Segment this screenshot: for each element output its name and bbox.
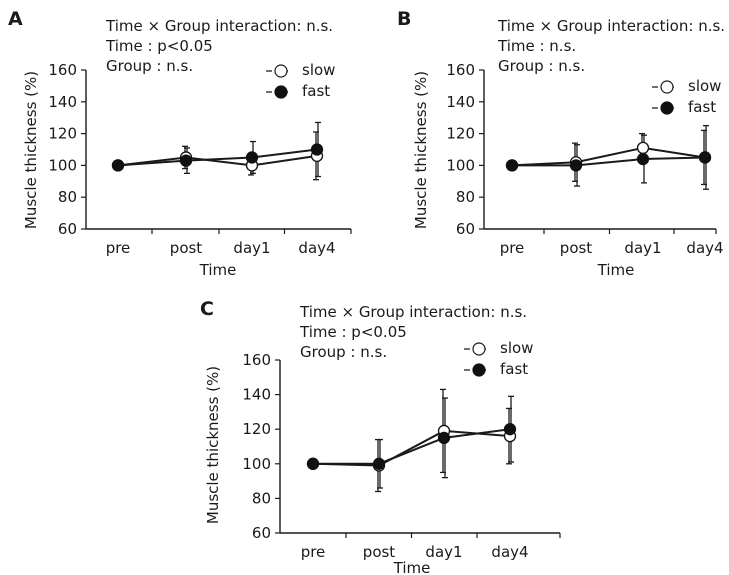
panel-c: C Time × Group interaction: n.s. Time : …: [190, 290, 570, 575]
data-point-fast: [503, 423, 517, 436]
series-line: [313, 428, 511, 465]
x-tick-label: pre: [106, 239, 131, 257]
panel-b: B Time × Group interaction: n.s. Time : …: [364, 0, 729, 290]
series-slow: [117, 131, 319, 181]
stat-interaction: Time × Group interaction: n.s.: [300, 303, 528, 321]
panel-letter: C: [200, 298, 214, 320]
panel-letter: A: [8, 8, 23, 30]
series-line: [512, 156, 706, 167]
legend-item-fast: fast: [464, 359, 533, 380]
y-tick-label: 100: [446, 156, 475, 174]
x-tick-label: pre: [500, 239, 525, 257]
legend-label-slow: slow: [500, 339, 534, 357]
y-tick-label: 140: [446, 93, 475, 111]
x-tick-label: post: [363, 543, 396, 561]
legend-label-fast: fast: [500, 360, 529, 378]
x-tick-label: day1: [624, 239, 661, 257]
stat-time: Time : p<0.05: [300, 323, 407, 341]
filled-circle-icon: [464, 362, 494, 377]
series-line: [117, 148, 318, 167]
stat-time: Time : p<0.05: [106, 37, 213, 55]
data-point-fast: [306, 457, 320, 470]
chart-plot: 60 80 100 120 140 160 pre post day1 day4 Muscle th…: [22, 61, 352, 279]
data-point-fast: [179, 154, 193, 167]
data-point-fast: [310, 143, 324, 156]
y-tick-label: 80: [58, 188, 77, 206]
x-axis-label: Time: [393, 559, 431, 575]
series-fast: [512, 125, 709, 190]
x-tick-label: day4: [298, 239, 335, 257]
y-axis-label: Muscle thickness (%): [412, 71, 430, 229]
chart-plot: 60 80 100 120 140 160 pre post day1 day4 Muscle th…: [412, 61, 724, 279]
open-circle-icon: [652, 79, 682, 94]
x-axis-label: Time: [597, 261, 635, 279]
series-line: [312, 429, 511, 467]
data-point-fast: [372, 457, 386, 470]
data-point-fast: [505, 159, 519, 172]
stat-group: Group : n.s.: [300, 343, 388, 361]
legend-item-fast: fast: [652, 97, 721, 118]
series-fast: [117, 121, 321, 178]
legend-label-slow: slow: [302, 61, 336, 79]
y-axis-label: Muscle thickness (%): [22, 71, 40, 229]
legend: slow fast: [652, 76, 721, 118]
data-point-fast: [437, 431, 451, 445]
series-slow: [312, 388, 512, 493]
y-tick-label: 160: [242, 351, 271, 369]
legend-item-slow: slow: [266, 60, 335, 81]
legend-item-slow: slow: [652, 76, 721, 97]
legend-item-slow: slow: [464, 338, 533, 359]
y-tick-label: 160: [446, 61, 475, 79]
y-axis-label: Muscle thickness (%): [204, 366, 222, 524]
stat-time: Time : n.s.: [498, 37, 577, 55]
data-point-fast: [698, 151, 712, 164]
y-tick-label: 60: [252, 524, 271, 542]
x-tick-label: day4: [686, 239, 723, 257]
data-point-fast: [111, 159, 125, 172]
panel-a: A Time × Group interaction: n.s. Time : …: [0, 0, 365, 290]
chart-plot: 60 80 100 120 140 160 pre post day1 day4 Muscle th…: [204, 351, 561, 575]
x-tick-label: pre: [301, 543, 326, 561]
y-tick-label: 100: [48, 156, 77, 174]
stat-group: Group : n.s.: [106, 57, 194, 75]
y-tick-label: 60: [456, 220, 475, 238]
panel-letter: B: [397, 8, 412, 30]
series-line: [511, 146, 706, 167]
series-fast: [313, 395, 514, 489]
y-tick-label: 120: [242, 420, 271, 438]
legend-label-slow: slow: [688, 77, 722, 95]
open-circle-icon: [266, 63, 296, 78]
y-tick-label: 120: [446, 125, 475, 143]
filled-circle-icon: [652, 100, 682, 115]
data-point-fast: [245, 151, 259, 164]
x-tick-label: day4: [491, 543, 528, 561]
stat-group: Group : n.s.: [498, 57, 586, 75]
data-point-fast: [569, 159, 583, 172]
stat-interaction: Time × Group interaction: n.s.: [106, 17, 334, 35]
x-axis-label: Time: [199, 261, 237, 279]
open-circle-icon: [464, 341, 494, 356]
series-line: [117, 154, 318, 167]
x-tick-label: post: [170, 239, 203, 257]
x-tick-label: day1: [425, 543, 462, 561]
y-tick-label: 160: [48, 61, 77, 79]
y-tick-label: 140: [242, 386, 271, 404]
y-tick-label: 60: [58, 220, 77, 238]
legend-label-fast: fast: [688, 98, 717, 116]
legend: slow fast: [266, 60, 335, 102]
data-point-fast: [636, 152, 650, 166]
y-tick-label: 80: [252, 489, 271, 507]
stat-interaction: Time × Group interaction: n.s.: [498, 17, 726, 35]
y-tick-label: 100: [242, 455, 271, 473]
legend-label-fast: fast: [302, 82, 331, 100]
y-tick-label: 140: [48, 93, 77, 111]
x-tick-label: day1: [233, 239, 270, 257]
legend: slow fast: [464, 338, 533, 380]
y-tick-label: 80: [456, 188, 475, 206]
y-tick-label: 120: [48, 125, 77, 143]
data-point-slow: [636, 141, 650, 155]
filled-circle-icon: [266, 84, 296, 99]
legend-item-fast: fast: [266, 81, 335, 102]
x-tick-label: post: [560, 239, 593, 257]
